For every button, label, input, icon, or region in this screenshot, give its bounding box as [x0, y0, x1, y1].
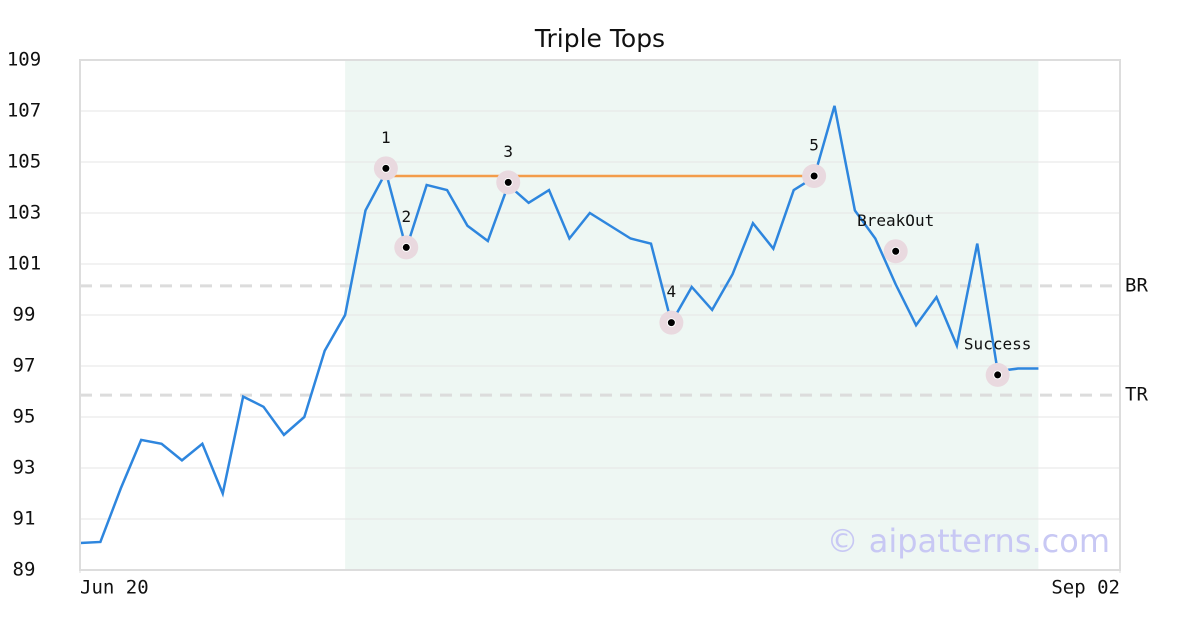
y-tick-label: 91: [13, 508, 36, 530]
point-label: 4: [667, 282, 677, 301]
plot-frame: [79, 59, 1121, 571]
point-label: 2: [401, 207, 411, 226]
x-tick-label: Sep 02: [1051, 577, 1120, 599]
y-tick-label: 103: [7, 202, 41, 224]
point-label: 3: [503, 142, 513, 161]
point-label: BreakOut: [857, 211, 934, 230]
level-label: BR: [1125, 274, 1148, 296]
watermark: © aipatterns.com: [827, 522, 1110, 560]
point-marker: [401, 242, 411, 252]
point-marker: [666, 318, 676, 328]
point-marker: [891, 246, 901, 256]
point-label: Success: [964, 334, 1031, 353]
level-label: TR: [1125, 384, 1148, 406]
x-tick-label: Jun 20: [80, 577, 149, 599]
y-tick-label: 109: [7, 49, 41, 71]
chart-title: Triple Tops: [534, 24, 665, 53]
point-marker: [381, 163, 391, 173]
y-tick-label: 89: [13, 559, 36, 581]
y-tick-label: 101: [7, 253, 41, 275]
y-tick-label: 105: [7, 151, 41, 173]
y-tick-label: 95: [13, 406, 36, 428]
y-tick-label: 97: [13, 355, 36, 377]
point-marker: [503, 177, 513, 187]
point-marker: [993, 370, 1003, 380]
price-line: [79, 105, 1039, 545]
y-tick-label: 99: [13, 304, 36, 326]
point-label: 5: [809, 136, 819, 155]
point-label: 1: [381, 128, 391, 147]
y-tick-label: 107: [7, 100, 41, 122]
y-tick-label: 93: [13, 457, 36, 479]
point-marker: [809, 171, 819, 181]
